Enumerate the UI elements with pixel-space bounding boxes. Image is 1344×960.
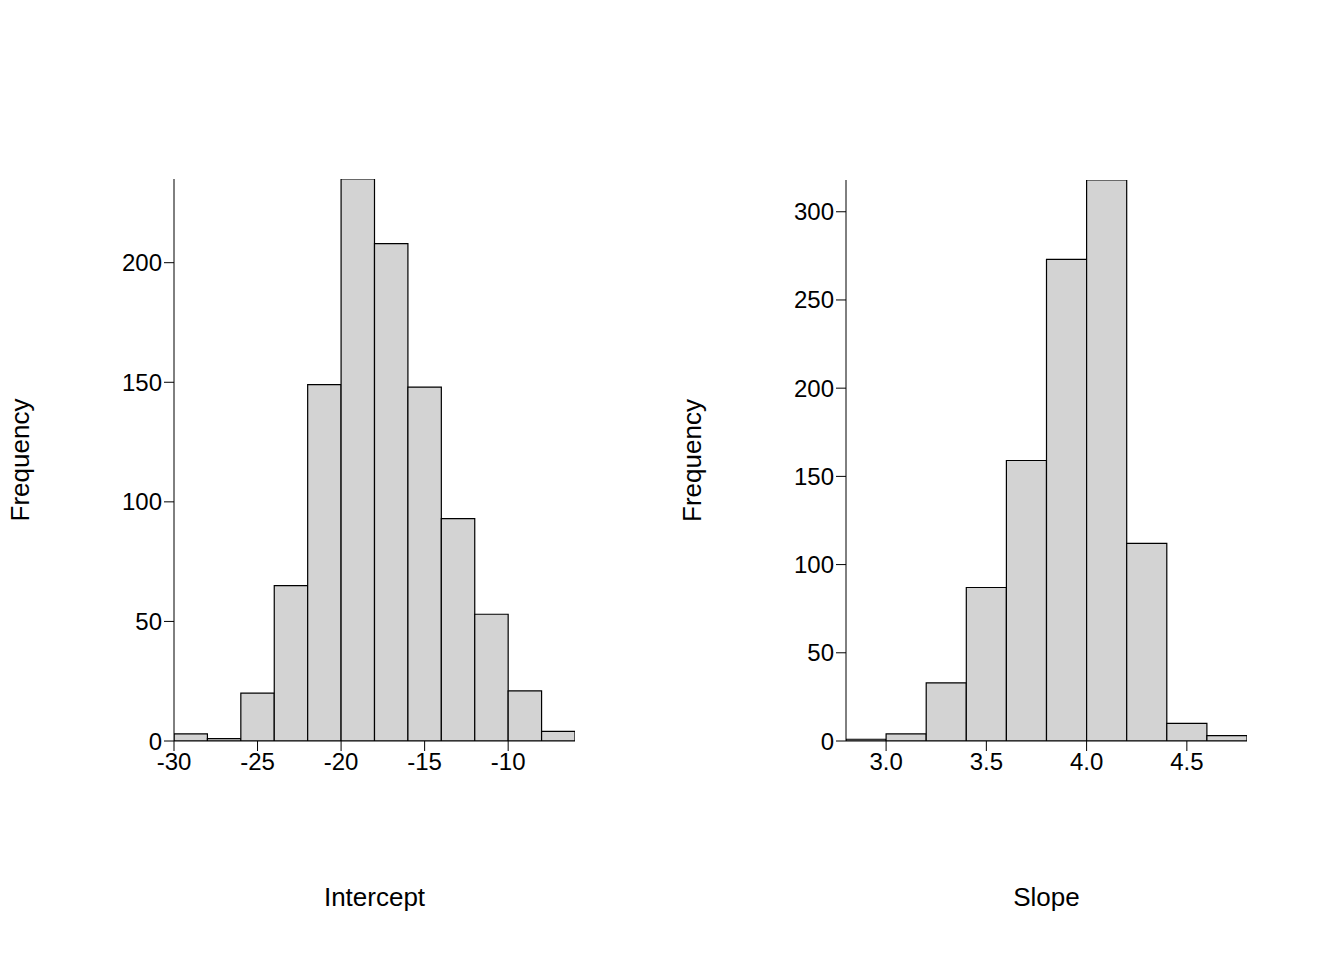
svg-text:0: 0 xyxy=(821,728,834,755)
svg-text:-20: -20 xyxy=(324,748,359,775)
svg-text:3.0: 3.0 xyxy=(869,748,902,775)
svg-text:150: 150 xyxy=(122,369,162,396)
svg-text:250: 250 xyxy=(794,286,834,313)
svg-text:300: 300 xyxy=(794,198,834,225)
svg-text:50: 50 xyxy=(807,639,834,666)
svg-text:-25: -25 xyxy=(240,748,275,775)
svg-text:-30: -30 xyxy=(156,748,192,775)
svg-text:0: 0 xyxy=(149,728,162,755)
svg-text:4.0: 4.0 xyxy=(1070,748,1103,775)
svg-text:Slope: Slope xyxy=(1013,882,1080,912)
svg-text:Frequency: Frequency xyxy=(8,399,35,522)
svg-text:-10: -10 xyxy=(491,748,526,775)
svg-text:Intercept: Intercept xyxy=(324,882,426,912)
svg-text:50: 50 xyxy=(135,608,162,635)
svg-text:-15: -15 xyxy=(407,748,442,775)
svg-text:3.5: 3.5 xyxy=(970,748,1003,775)
svg-text:200: 200 xyxy=(794,375,834,402)
svg-text:Frequency: Frequency xyxy=(677,399,707,522)
svg-text:100: 100 xyxy=(122,488,162,515)
svg-text:4.5: 4.5 xyxy=(1170,748,1203,775)
svg-text:150: 150 xyxy=(794,463,834,490)
svg-text:100: 100 xyxy=(794,551,834,578)
svg-text:200: 200 xyxy=(122,249,162,276)
